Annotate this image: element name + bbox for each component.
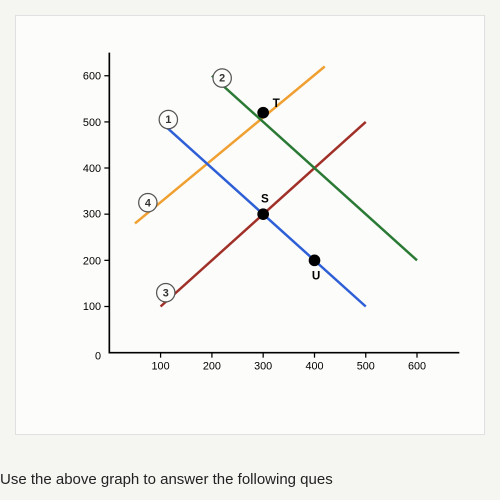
point-u — [309, 255, 321, 267]
point-s — [257, 208, 269, 220]
point-u-label: U — [312, 269, 320, 282]
line-4 — [135, 67, 325, 224]
ytick-label: 600 — [83, 70, 101, 82]
chart-svg: 100 200 300 400 500 600 0 100 200 300 40… — [76, 26, 476, 396]
ytick-label: 400 — [83, 163, 101, 175]
caption-text: Use the above graph to answer the follow… — [0, 471, 333, 488]
label-1: 1 — [165, 114, 171, 126]
xtick-label: 100 — [152, 360, 170, 372]
xtick-label: 600 — [408, 360, 426, 372]
point-s-label: S — [261, 193, 269, 206]
chart-container: 100 200 300 400 500 600 0 100 200 300 40… — [15, 15, 485, 435]
xtick-label: 400 — [305, 360, 323, 372]
label-3: 3 — [163, 288, 169, 300]
xtick-label: 200 — [203, 360, 221, 372]
ytick-label: 100 — [83, 301, 101, 313]
ytick-label: 300 — [83, 209, 101, 221]
ytick-label: 200 — [83, 255, 101, 267]
xtick-label: 500 — [357, 360, 375, 372]
label-4: 4 — [145, 197, 151, 209]
point-t — [257, 107, 269, 119]
xtick-label: 300 — [254, 360, 272, 372]
ytick-label: 500 — [83, 117, 101, 129]
label-2: 2 — [219, 73, 225, 85]
y-origin-label: 0 — [95, 350, 101, 362]
point-t-label: T — [273, 97, 280, 110]
